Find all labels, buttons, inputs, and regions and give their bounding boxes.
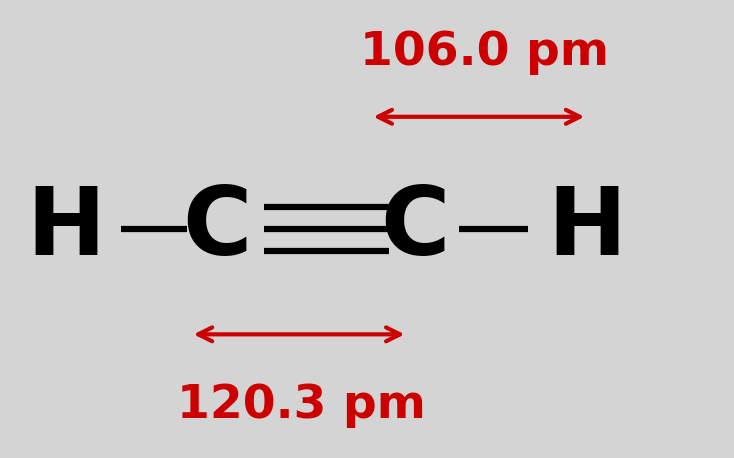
Text: C: C [182,183,251,275]
Text: 120.3 pm: 120.3 pm [176,383,426,428]
Text: H: H [26,183,106,275]
Text: H: H [548,183,627,275]
Text: C: C [380,183,449,275]
Text: 106.0 pm: 106.0 pm [360,30,609,75]
